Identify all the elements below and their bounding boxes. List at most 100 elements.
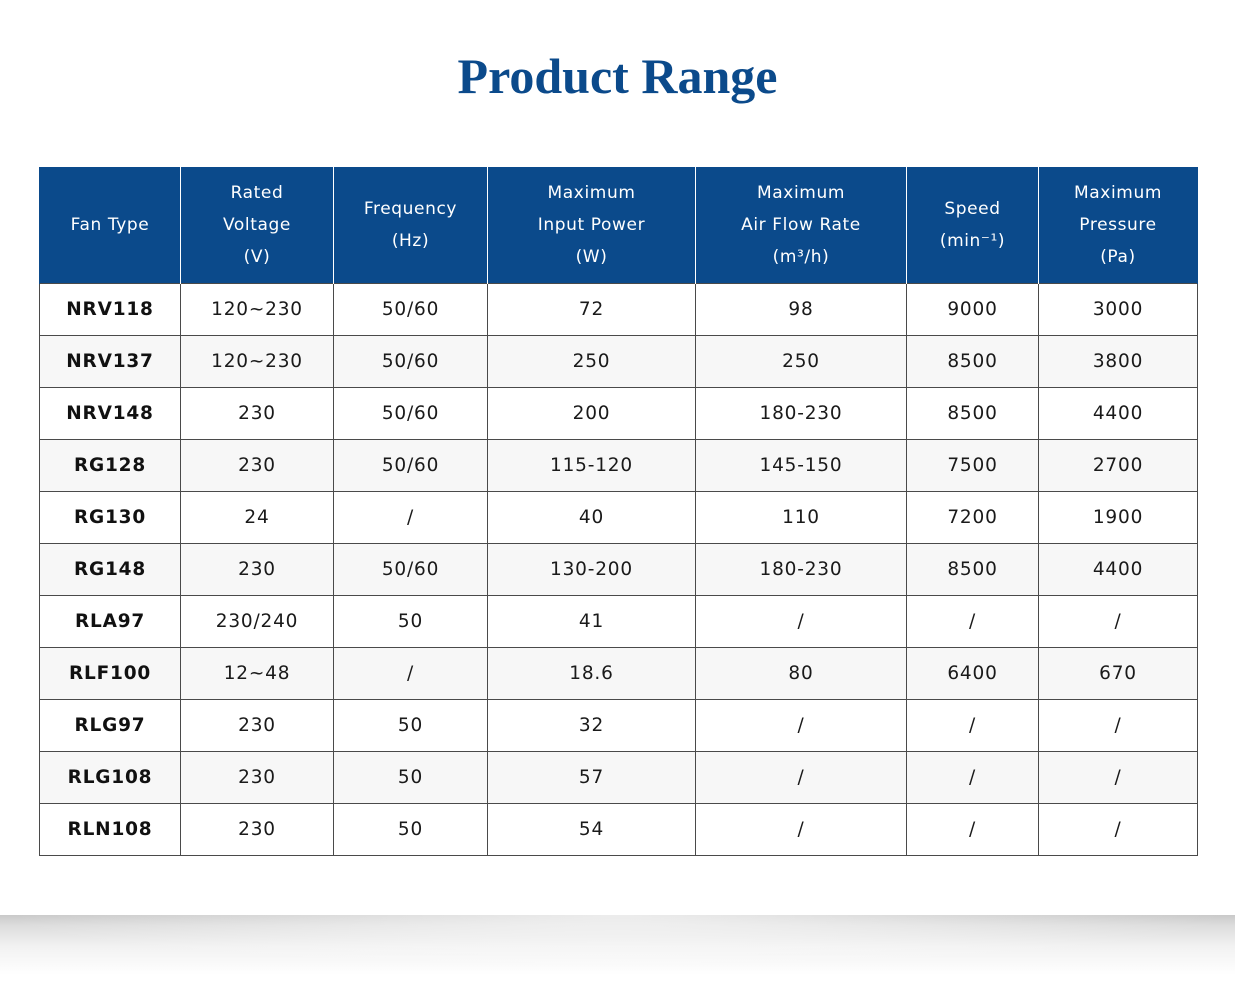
frequency-cell: 50/60 bbox=[333, 387, 488, 440]
table-row: RG130 24/40 110 7200 1900 bbox=[39, 491, 1198, 544]
max-input-power-cell: 32 bbox=[487, 699, 696, 752]
max-input-power-cell: 40 bbox=[487, 491, 696, 544]
header-line: Input Power bbox=[537, 215, 646, 235]
fan-type-cell: RLF100 bbox=[39, 647, 181, 700]
rated-voltage-cell: 230 bbox=[180, 699, 334, 752]
rated-voltage-cell: 12~48 bbox=[180, 647, 334, 700]
max-air-flow-rate-cell: 110 bbox=[695, 491, 907, 544]
header-line: Pressure bbox=[1079, 215, 1157, 235]
header-line: (min⁻¹) bbox=[939, 231, 1006, 251]
fan-type-cell: RG130 bbox=[39, 491, 181, 544]
max-pressure-cell: / bbox=[1038, 699, 1198, 752]
speed-cell: 8500 bbox=[906, 543, 1039, 596]
speed-cell: 6400 bbox=[906, 647, 1039, 700]
max-pressure-cell: / bbox=[1038, 803, 1198, 856]
max-air-flow-rate-cell: 98 bbox=[695, 283, 907, 336]
speed-cell: 8500 bbox=[906, 387, 1039, 440]
header-line: (W) bbox=[575, 247, 608, 267]
header-frequency: Frequency (Hz) bbox=[333, 167, 488, 284]
table-row: RLF100 12~48/18.6 80 6400 670 bbox=[39, 647, 1198, 700]
speed-cell: 7500 bbox=[906, 439, 1039, 492]
rated-voltage-cell: 230 bbox=[180, 751, 334, 804]
table-row: RG148 230 50/60 130-200 180-230 8500 4400 bbox=[39, 543, 1198, 596]
max-air-flow-rate-cell: / bbox=[695, 595, 907, 648]
fan-type-cell: RLN108 bbox=[39, 803, 181, 856]
max-input-power-cell: 72 bbox=[487, 283, 696, 336]
max-air-flow-rate-cell: 250 bbox=[695, 335, 907, 388]
table-row: RLG97 230 50 32// / bbox=[39, 699, 1198, 752]
frequency-cell: 50/60 bbox=[333, 335, 488, 388]
header-rated-voltage: Rated Voltage (V) bbox=[180, 167, 334, 284]
product-range-table: Fan Type Rated Voltage (V) Frequency (Hz) Maxi… bbox=[39, 167, 1198, 856]
fan-type-cell: RLG97 bbox=[39, 699, 181, 752]
frequency-cell: 50/60 bbox=[333, 543, 488, 596]
rated-voltage-cell: 24 bbox=[180, 491, 334, 544]
rated-voltage-cell: 230 bbox=[180, 543, 334, 596]
frequency-cell: / bbox=[333, 647, 488, 700]
rated-voltage-cell: 120~230 bbox=[180, 335, 334, 388]
frequency-cell: 50 bbox=[333, 595, 488, 648]
header-line: Rated bbox=[230, 183, 284, 203]
max-input-power-cell: 115-120 bbox=[487, 439, 696, 492]
frequency-cell: 50/60 bbox=[333, 283, 488, 336]
max-pressure-cell: 3800 bbox=[1038, 335, 1198, 388]
rated-voltage-cell: 230/240 bbox=[180, 595, 334, 648]
speed-cell: / bbox=[906, 751, 1039, 804]
header-line: Fan Type bbox=[70, 215, 150, 235]
header-line: Maximum bbox=[547, 183, 636, 203]
fan-type-cell: NRV148 bbox=[39, 387, 181, 440]
fan-type-cell: RLG108 bbox=[39, 751, 181, 804]
max-input-power-cell: 130-200 bbox=[487, 543, 696, 596]
max-pressure-cell: 4400 bbox=[1038, 543, 1198, 596]
max-input-power-cell: 250 bbox=[487, 335, 696, 388]
fan-type-cell: NRV137 bbox=[39, 335, 181, 388]
header-max-input-power: Maximum Input Power (W) bbox=[487, 167, 696, 284]
frequency-cell: 50/60 bbox=[333, 439, 488, 492]
max-pressure-cell: 2700 bbox=[1038, 439, 1198, 492]
fan-type-cell: NRV118 bbox=[39, 283, 181, 336]
rated-voltage-cell: 230 bbox=[180, 387, 334, 440]
frequency-cell: 50 bbox=[333, 803, 488, 856]
table-row: RLG108 230 50 57// / bbox=[39, 751, 1198, 804]
speed-cell: 9000 bbox=[906, 283, 1039, 336]
table-row: RG128 230 50/60 115-120 145-150 7500 2700 bbox=[39, 439, 1198, 492]
max-input-power-cell: 41 bbox=[487, 595, 696, 648]
max-pressure-cell: / bbox=[1038, 751, 1198, 804]
speed-cell: / bbox=[906, 803, 1039, 856]
table-row: NRV118 120~230 50/60 72 98 9000 3000 bbox=[39, 283, 1198, 336]
header-line: Voltage bbox=[223, 215, 291, 235]
max-air-flow-rate-cell: / bbox=[695, 803, 907, 856]
header-max-pressure: Maximum Pressure (Pa) bbox=[1038, 167, 1198, 284]
bottom-shadow-decoration bbox=[0, 915, 1235, 995]
speed-cell: / bbox=[906, 595, 1039, 648]
header-line: Air Flow Rate bbox=[741, 215, 861, 235]
table-row: NRV137 120~230 50/60 250 250 8500 3800 bbox=[39, 335, 1198, 388]
max-pressure-cell: 3000 bbox=[1038, 283, 1198, 336]
header-line: Frequency bbox=[363, 199, 458, 219]
max-air-flow-rate-cell: 145-150 bbox=[695, 439, 907, 492]
max-air-flow-rate-cell: / bbox=[695, 751, 907, 804]
header-fan-type: Fan Type bbox=[39, 167, 181, 284]
max-air-flow-rate-cell: 180-230 bbox=[695, 387, 907, 440]
speed-cell: 7200 bbox=[906, 491, 1039, 544]
header-line: (V) bbox=[243, 247, 271, 267]
fan-type-cell: RLA97 bbox=[39, 595, 181, 648]
header-line: Maximum bbox=[757, 183, 845, 203]
speed-cell: / bbox=[906, 699, 1039, 752]
max-input-power-cell: 54 bbox=[487, 803, 696, 856]
max-air-flow-rate-cell: 180-230 bbox=[695, 543, 907, 596]
header-max-air-flow-rate: Maximum Air Flow Rate (m³/h) bbox=[695, 167, 907, 284]
max-pressure-cell: / bbox=[1038, 595, 1198, 648]
frequency-cell: 50 bbox=[333, 751, 488, 804]
page-title: Product Range bbox=[457, 48, 778, 104]
max-input-power-cell: 57 bbox=[487, 751, 696, 804]
header-line: (Pa) bbox=[1100, 247, 1136, 267]
header-row: Fan Type Rated Voltage (V) Frequency (Hz) Maxi… bbox=[39, 167, 1198, 284]
max-pressure-cell: 1900 bbox=[1038, 491, 1198, 544]
table-row: RLA97 230/240 50 41// / bbox=[39, 595, 1198, 648]
fan-type-cell: RG148 bbox=[39, 543, 181, 596]
max-pressure-cell: 4400 bbox=[1038, 387, 1198, 440]
header-speed: Speed (min⁻¹) bbox=[906, 167, 1039, 284]
header-line: Speed bbox=[944, 199, 1001, 219]
